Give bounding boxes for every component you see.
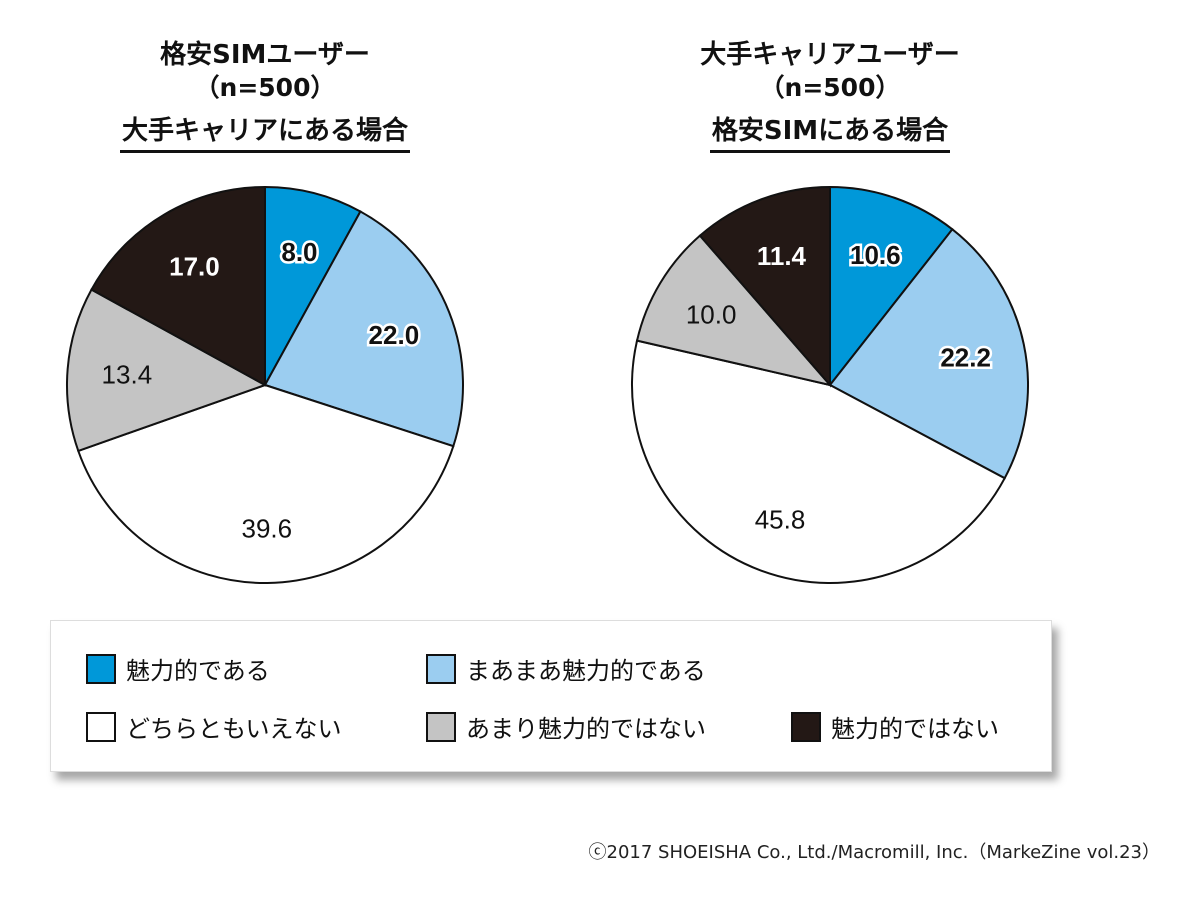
right-chart-title-block: 大手キャリアユーザー （n=500） 格安SIMにある場合: [630, 38, 1030, 153]
right-pie-slice-neutral: [631, 339, 1007, 584]
right-pie-slice-not-attractive: [698, 185, 831, 388]
legend-item-not-very-attractive: あまり魅力的ではない: [426, 709, 706, 744]
legend-item-neutral: どちらともいえない: [86, 709, 342, 744]
right-pie-chart: 10.6 22.2 45.8 10.0 11.4: [631, 185, 1029, 584]
right-pie-data-label-neutral: 45.8: [755, 505, 806, 535]
left-pie-data-label-not-attractive: 17.0: [169, 252, 220, 282]
legend-swatch-neutral: [86, 711, 116, 742]
copyright-credit: ⓒ2017 SHOEISHA Co., Ltd./Macromill, Inc.…: [588, 842, 1161, 863]
legend-label-somewhat-attractive: まあまあ魅力的である: [466, 657, 706, 685]
legend-item-somewhat-attractive: まあまあ魅力的である: [426, 651, 706, 686]
left-pie-slice-not-attractive: [90, 185, 266, 387]
left-pie-data-label-somewhat-attractive: 22.0: [369, 320, 420, 350]
left-pie-data-label-not-very-attractive: 13.4: [102, 360, 153, 390]
legend-label-very-attractive: 魅力的である: [126, 657, 270, 685]
right-pie-data-label-not-very-attractive: 10.0: [686, 300, 737, 330]
legend-item-not-attractive: 魅力的ではない: [791, 709, 999, 744]
right-pie-data-label-very-attractive: 10.6: [850, 240, 901, 270]
right-pie-data-label-somewhat-attractive: 22.2: [940, 342, 991, 372]
legend-label-not-attractive: 魅力的ではない: [831, 715, 999, 743]
left-pie-slice-neutral: [77, 383, 455, 584]
left-pie-chart: 8.0 22.0 39.6 13.4 17.0: [66, 185, 464, 584]
legend-label-not-very-attractive: あまり魅力的ではない: [466, 715, 706, 743]
right-chart-caption: 格安SIMにある場合: [709, 114, 951, 153]
left-pie-slice-very-attractive: [264, 185, 362, 386]
right-chart-title: 大手キャリアユーザー: [700, 40, 960, 70]
left-pie-data-label-neutral: 39.6: [241, 514, 292, 544]
legend-swatch-somewhat-attractive: [426, 653, 456, 684]
left-chart-caption: 大手キャリアにある場合: [119, 114, 410, 153]
left-pie-data-label-very-attractive: 8.0: [281, 237, 317, 267]
left-chart-subtitle: （n=500）: [194, 73, 336, 102]
legend-swatch-not-attractive: [791, 711, 821, 742]
left-pie-slice-somewhat-attractive: [263, 210, 464, 448]
right-chart-subtitle: （n=500）: [759, 73, 901, 102]
legend-item-very-attractive: 魅力的である: [86, 651, 270, 686]
right-pie-data-label-not-attractive: 11.4: [757, 241, 807, 271]
left-chart-title: 格安SIMユーザー: [160, 40, 370, 70]
legend-label-neutral: どちらともいえない: [126, 715, 342, 743]
legend-swatch-not-very-attractive: [426, 711, 456, 742]
right-pie-slice-not-very-attractive: [635, 234, 833, 387]
right-pie-slice-very-attractive: [829, 185, 954, 388]
left-pie-slice-not-very-attractive: [66, 288, 268, 453]
legend: 魅力的である まあまあ魅力的である どちらともいえない あまり魅力的ではない 魅…: [50, 620, 1052, 772]
right-pie-slice-somewhat-attractive: [828, 227, 1029, 480]
legend-swatch-very-attractive: [86, 653, 116, 684]
left-chart-title-block: 格安SIMユーザー （n=500） 大手キャリアにある場合: [65, 38, 465, 153]
